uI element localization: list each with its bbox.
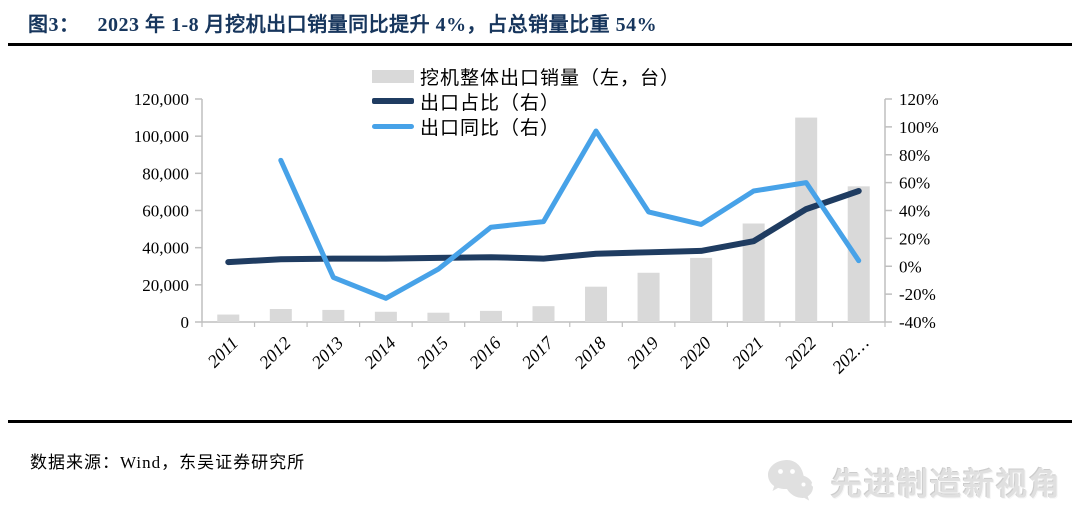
legend-label: 挖机整体出口销量（左，台） xyxy=(420,67,681,89)
legend-swatch-blue-line-icon xyxy=(372,123,414,129)
right-axis-tick-label: 0% xyxy=(899,257,922,276)
right-axis-tick-label: -40% xyxy=(899,313,936,332)
right-axis-tick-label: 20% xyxy=(899,229,930,248)
bar xyxy=(795,117,818,322)
line-export-yoy xyxy=(278,128,862,301)
x-axis-tick-label: 2020 xyxy=(675,333,715,373)
x-axis-tick-label: 2012 xyxy=(255,333,295,373)
bar xyxy=(322,309,345,322)
bar-series-export-volume xyxy=(217,117,870,322)
watermark-label: 先进制造新视角 xyxy=(831,466,1062,502)
left-axis-tick-label: 40,000 xyxy=(142,239,189,258)
right-axis-tick-label: 80% xyxy=(899,146,930,165)
footer-divider xyxy=(8,420,1072,423)
x-axis-ticks xyxy=(201,322,886,327)
x-axis-tick-label: 2018 xyxy=(570,333,610,373)
bar xyxy=(742,223,765,322)
x-axis-tick-label: 2017 xyxy=(518,332,558,372)
right-axis-tick-label: 40% xyxy=(899,202,930,221)
legend-item-export-yoy: 出口同比（右） xyxy=(372,114,680,139)
right-axis-tick-label: 120% xyxy=(899,90,939,109)
x-axis-tick-label: 2015 xyxy=(413,333,453,373)
x-axis-tick-label: 2014 xyxy=(360,333,400,373)
x-axis-tick-label: 2011 xyxy=(203,333,242,372)
bar xyxy=(532,306,555,322)
legend-label: 出口同比（右） xyxy=(420,117,561,139)
legend-item-export-volume: 挖机整体出口销量（左，台） xyxy=(372,64,681,89)
legend-swatch-navy-line-icon xyxy=(372,98,414,104)
chart-legend: 挖机整体出口销量（左，台） 出口占比（右） 出口同比（右） xyxy=(372,64,681,139)
right-axis-tick-label: 100% xyxy=(899,118,939,137)
bar xyxy=(217,314,240,322)
title-divider xyxy=(8,43,1072,46)
left-axis-ticks: 0 20,000 40,000 60,000 80,000 100,000 120,000 xyxy=(134,90,202,332)
bar xyxy=(269,308,292,322)
figure-title-text: 2023 年 1-8 月挖机出口销量同比提升 4%，占总销量比重 54% xyxy=(97,14,658,36)
data-source: 数据来源：Wind，东吴证券研究所 xyxy=(30,453,306,472)
bar xyxy=(479,310,502,322)
left-axis-tick-label: 80,000 xyxy=(142,164,189,183)
bar xyxy=(585,286,608,322)
x-axis-tick-label: 202… xyxy=(828,333,873,378)
bar xyxy=(847,186,870,322)
left-axis-tick-label: 120,000 xyxy=(134,90,189,109)
figure-label: 图3： xyxy=(28,14,80,36)
legend-label: 出口占比（右） xyxy=(420,92,561,114)
right-axis-tick-label: -20% xyxy=(899,285,936,304)
figure-title: 图3： 2023 年 1-8 月挖机出口销量同比提升 4%，占总销量比重 54% xyxy=(28,8,1068,37)
wechat-icon xyxy=(768,460,816,501)
line-export-share xyxy=(225,187,862,266)
x-axis-tick-label: 2013 xyxy=(308,333,348,373)
left-axis-tick-label: 0 xyxy=(181,313,190,332)
x-axis-tick-label: 2016 xyxy=(465,333,505,373)
x-axis-tick-label: 2019 xyxy=(623,333,663,373)
x-axis-tick-label: 2021 xyxy=(728,333,768,373)
bar xyxy=(374,311,397,322)
right-axis-ticks: -40% -20% 0% 20% 40% 60% 80% 100% 120% xyxy=(885,90,939,332)
left-axis-tick-label: 100,000 xyxy=(134,127,189,146)
x-axis-tick-label: 2022 xyxy=(780,333,820,373)
watermark: 先进制造新视角 xyxy=(765,458,1062,504)
left-axis-tick-label: 20,000 xyxy=(142,276,189,295)
bar xyxy=(637,272,660,322)
left-axis-tick-label: 60,000 xyxy=(142,202,189,221)
x-axis-labels: 2011 2012 2013 2014 2015 2016 2017 2018 2019 2020… xyxy=(203,332,872,377)
bar xyxy=(690,257,713,322)
right-axis-tick-label: 60% xyxy=(899,174,930,193)
legend-item-export-share: 出口占比（右） xyxy=(372,89,680,114)
bar xyxy=(427,312,450,322)
legend-swatch-bar-icon xyxy=(372,69,414,83)
